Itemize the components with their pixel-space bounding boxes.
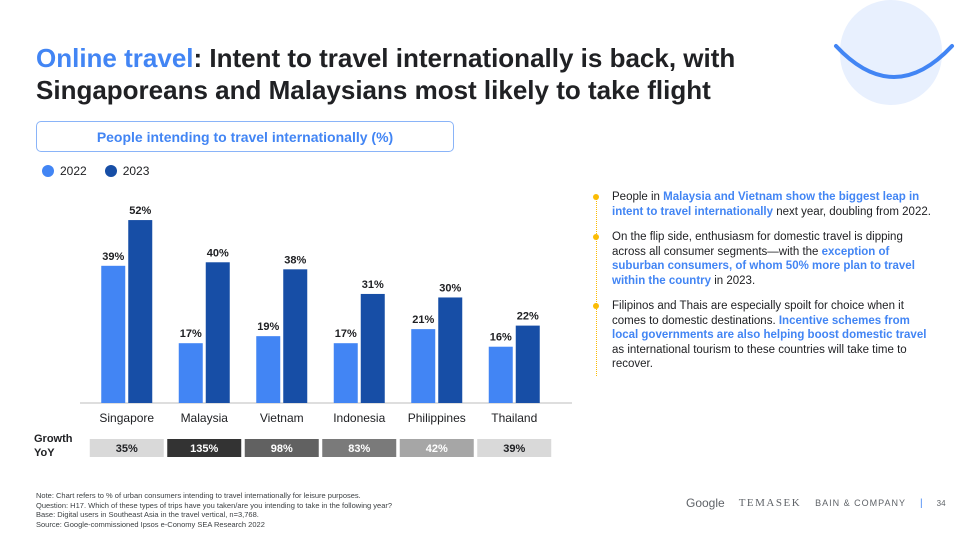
page-title: Online travel: Intent to travel internat… bbox=[36, 42, 796, 106]
legend-swatch-2023 bbox=[104, 165, 117, 177]
growth-box bbox=[244, 439, 319, 457]
bar-2022-thailand bbox=[488, 346, 513, 403]
data-label: 21% bbox=[412, 314, 434, 326]
bar-2022-philippines bbox=[411, 329, 436, 403]
bullet-dot-icon bbox=[593, 234, 599, 240]
bar-2022-singapore bbox=[101, 265, 126, 403]
growth-value: 39% bbox=[503, 443, 525, 455]
category-label: Thailand bbox=[491, 411, 537, 425]
data-label: 19% bbox=[257, 321, 279, 333]
bullet-highlight: Incentive schemes from local governments… bbox=[612, 314, 927, 342]
bar-2023-malaysia bbox=[205, 262, 230, 403]
bar-2022-vietnam bbox=[256, 336, 281, 403]
data-label: 52% bbox=[129, 205, 151, 217]
bullet-list: People in Malaysia and Vietnam show the … bbox=[593, 190, 936, 372]
growth-value: 98% bbox=[271, 443, 293, 455]
data-label: 17% bbox=[180, 328, 202, 340]
bullet-highlight: Malaysia and Vietnam show the biggest le… bbox=[612, 191, 920, 218]
category-label: Malaysia bbox=[181, 411, 229, 425]
insight-bullet: People in Malaysia and Vietnam show the … bbox=[593, 190, 936, 219]
insight-bullet: Filipinos and Thais are especially spoil… bbox=[593, 299, 936, 372]
bullet-text: On the flip side, enthusiasm for domesti… bbox=[612, 231, 903, 258]
bullet-text: People in bbox=[612, 191, 664, 203]
footer-separator: | bbox=[920, 497, 923, 509]
legend-label-2022: 2022 bbox=[60, 164, 87, 178]
data-label: 40% bbox=[207, 247, 229, 259]
bullet-text: next year, doubling from 2022. bbox=[773, 205, 931, 218]
bullet-connector-line bbox=[596, 196, 597, 376]
title-rest: : Intent to travel internationally is ba… bbox=[36, 43, 736, 105]
legend-item-2022: 2022 bbox=[42, 164, 87, 178]
growth-value: 83% bbox=[348, 443, 370, 455]
category-label: Indonesia bbox=[333, 411, 385, 425]
category-label: Philippines bbox=[408, 411, 466, 425]
data-label: 39% bbox=[102, 251, 124, 263]
bar-2023-thailand bbox=[515, 325, 540, 403]
chart-notes: Note: Chart refers to % of urban consume… bbox=[36, 491, 456, 529]
legend-label-2023: 2023 bbox=[122, 164, 150, 178]
bullet-dot-icon bbox=[593, 194, 599, 200]
bullet-highlight: exception of suburban consumers, of whom… bbox=[612, 245, 915, 287]
growth-box bbox=[322, 439, 397, 457]
temasek-logo: TEMASEK bbox=[738, 497, 802, 509]
decorative-arc-icon bbox=[834, 0, 954, 105]
insight-bullets: People in Malaysia and Vietnam show the … bbox=[593, 190, 936, 383]
legend-swatch-2022 bbox=[42, 165, 54, 177]
bullet-text: as international tourism to these countr… bbox=[612, 343, 907, 371]
bullet-text: Filipinos and Thais are especially spoil… bbox=[612, 300, 904, 327]
bar-2022-malaysia bbox=[178, 343, 203, 403]
bar-2023-philippines bbox=[438, 297, 463, 403]
growth-box bbox=[89, 439, 164, 457]
note-line: Note: Chart refers to % of urban consume… bbox=[36, 491, 361, 500]
data-label: 22% bbox=[517, 311, 539, 323]
data-label: 17% bbox=[335, 328, 357, 340]
note-line: Question: H17. Which of these types of t… bbox=[36, 500, 393, 510]
bullet-text: in 2023. bbox=[711, 274, 756, 287]
category-label: Vietnam bbox=[260, 411, 304, 425]
bar-2022-indonesia bbox=[333, 343, 358, 403]
insight-bullet: On the flip side, enthusiasm for domesti… bbox=[593, 230, 936, 288]
growth-box bbox=[477, 439, 552, 457]
data-label: 31% bbox=[362, 279, 384, 291]
footer-logos: Google TEMASEK BAIN & COMPANY | 34 bbox=[686, 496, 946, 510]
category-label: Singapore bbox=[99, 411, 154, 425]
growth-value: 35% bbox=[116, 443, 138, 455]
data-label: 38% bbox=[284, 254, 306, 266]
note-line: Source: Google-commissioned Ipsos e-Cono… bbox=[36, 519, 265, 529]
data-label: 16% bbox=[490, 332, 512, 344]
chart-title: People intending to travel international… bbox=[36, 121, 454, 152]
note-line: Base: Digital users in Southeast Asia in… bbox=[36, 510, 259, 519]
growth-box bbox=[167, 439, 242, 457]
growth-value: 42% bbox=[426, 443, 448, 455]
google-logo: Google bbox=[686, 496, 725, 510]
bullet-dot-icon bbox=[593, 303, 599, 309]
legend-item-2023: 2023 bbox=[104, 164, 150, 178]
chart-legend: 2022 2023 bbox=[42, 164, 149, 178]
bain-logo: BAIN & COMPANY bbox=[815, 498, 907, 508]
bar-2023-vietnam bbox=[283, 269, 308, 403]
bar-2023-indonesia bbox=[360, 293, 385, 403]
growth-yoy-label: Growth YoY bbox=[34, 433, 73, 459]
growth-value: 135% bbox=[190, 443, 218, 455]
data-label: 30% bbox=[439, 282, 461, 294]
bar-2023-singapore bbox=[128, 220, 153, 403]
title-accent: Online travel bbox=[36, 43, 194, 73]
growth-box bbox=[399, 439, 474, 457]
bar-chart: 39% 52% Singapore 35% 17% 40% Malaysia 135% 19% 3… bbox=[80, 205, 572, 457]
page-number: 34 bbox=[936, 498, 946, 508]
